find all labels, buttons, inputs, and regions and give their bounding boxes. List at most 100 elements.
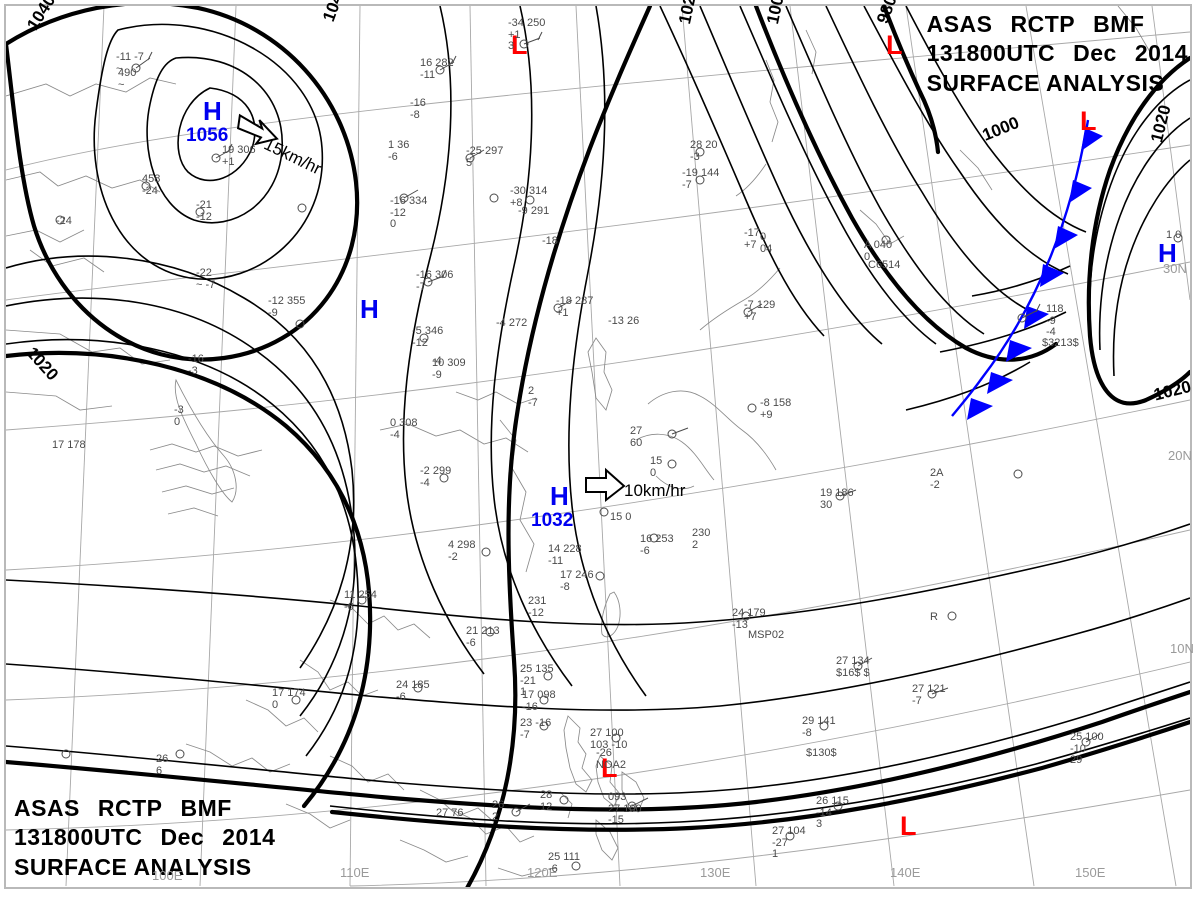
station-plot-row: -3 (690, 150, 700, 163)
station-plot-row: 6 (156, 764, 163, 777)
station-plot: -11 -7 ~ (116, 51, 144, 75)
station-plot-row: -4 272 (496, 317, 528, 329)
station-plot: 15 0 (610, 511, 632, 524)
station-plot-row: -8 (410, 108, 420, 121)
station-plot: -22 ~ -7 (196, 267, 216, 291)
station-plot: 27 104 -27 1 (772, 825, 806, 861)
isobars-thick (6, 6, 1190, 887)
station-plot-row: 25 111 (548, 851, 581, 863)
station-plot-row: 1 (520, 686, 527, 699)
station-plot-row: -12 (390, 206, 406, 219)
station-plot: -21 -12 (196, 199, 212, 223)
station-plot-row: -5 346 (412, 325, 444, 337)
title-block-bottom: ASAS RCTP BMF 131800UTC Dec 2014 SURFACE ANA… (14, 794, 275, 882)
station-plot-row: 2 (492, 810, 499, 823)
station-plot-row: -12 (196, 210, 212, 223)
station-plot: -16 -8 (410, 97, 426, 121)
station-plot-row: 15 (650, 455, 663, 467)
station-plot-row: +9 (760, 408, 773, 421)
station-plot-row: -15 (608, 814, 624, 827)
station-plot: -3 0 (174, 404, 184, 428)
station-plot: C6514 (868, 259, 901, 272)
station-plot: 27 76 (436, 807, 464, 820)
station-plot: 1 0 (1166, 229, 1181, 242)
high-pressure-symbol: H (360, 294, 379, 324)
title-top-line3: SURFACE ANALYSIS (926, 69, 1165, 96)
station-plot-row: 26 (156, 753, 169, 765)
station-plot-row: 0 (272, 698, 279, 711)
station-plot: 26 2 (492, 799, 504, 823)
station-plot-row: +7 (744, 238, 757, 251)
station-plot-row: -6 (344, 600, 354, 613)
station-plot-row: -2 (448, 550, 458, 563)
station-plot-row: 24 179 (732, 607, 766, 619)
station-plot-row: 60 (630, 436, 643, 449)
station-plot-row: 27 76 (436, 807, 464, 819)
station-plot-row: -6 (396, 690, 406, 703)
station-plot: 27 121 -7 (912, 683, 946, 707)
station-plot-row: -6 (388, 150, 398, 163)
station-plot-row: 1 36 (388, 139, 410, 151)
station-plot-row: -25 297 (466, 145, 504, 157)
station-plot: 21 213 -6 (466, 625, 500, 649)
station-plot: 0 308 -4 (390, 417, 418, 441)
station-plot-row: -13 26 (608, 315, 640, 327)
station-plot-row: -11 (548, 554, 564, 567)
station-plot-row: -4 (390, 428, 400, 441)
station-plot-row: 2A (930, 467, 944, 479)
station-plot: 118 -9 -4 (1046, 303, 1064, 339)
station-plot-row: -18 287 (556, 295, 594, 307)
station-plot-row: -30 314 (510, 185, 548, 197)
station-plot-row: -24 (142, 184, 158, 197)
graticule-label: 10N (1170, 641, 1194, 656)
low-pressure-symbol: L (601, 753, 618, 783)
station-plot-row: NOA2 (596, 758, 626, 771)
station-plot-row: -4 (420, 476, 430, 489)
station-plot: 11 254 -6 (344, 589, 377, 613)
station-plot-row: 4 298 (448, 539, 476, 551)
station-wind-barbs (135, 31, 1101, 813)
pressure-center-value: 1032 (531, 510, 574, 531)
station-plot: 25 111 -6 (548, 851, 581, 875)
station-plot: 26 115 -14 3 (816, 795, 849, 831)
station-plot-row: ~ -7 (196, 278, 216, 291)
station-plot: -12 355 -9 (268, 295, 305, 319)
station-plot-row: 27 (630, 425, 643, 437)
station-plot-row: 29 141 (802, 715, 836, 727)
graticule-label: 110E (340, 865, 370, 880)
station-plot: -16 -3 (188, 353, 204, 377)
title-bottom-line3: SURFACE ANALYSIS (14, 853, 252, 880)
station-plot: -4 272 (496, 317, 528, 330)
station-plot-row: -11 -7 (116, 51, 144, 63)
low-pressure-symbol: L (886, 30, 903, 60)
station-plot: 2 -7 (528, 385, 538, 409)
station-plot: -9 291 (518, 205, 549, 218)
station-plot-row: 27 104 (772, 825, 806, 837)
station-plot-row: -12 (528, 606, 544, 619)
station-plot-row: 25 100 (1070, 731, 1104, 743)
station-plot-row: -26 (596, 747, 612, 759)
graticule-label: 30N (1163, 261, 1187, 276)
station-plot: 25 100 -10 29 (1070, 731, 1104, 767)
station-plot-row: -12 (412, 336, 428, 349)
station-plot-row: -2 299 (420, 465, 452, 477)
station-plot-row: 10 309 (432, 357, 466, 369)
station-plot-row: C6514 (868, 259, 901, 271)
station-plot: -5 346 -12 (412, 325, 444, 349)
station-plot-row: -7 (520, 728, 530, 741)
station-plot-row: -7 (528, 396, 538, 409)
station-plot-row: 12 (540, 800, 553, 813)
station-plot-row: ~ (118, 78, 125, 91)
graticule (6, 6, 1190, 887)
station-plot: 17 246 -8 (560, 569, 594, 593)
low-pressure-symbol: L (900, 811, 917, 841)
station-plot-row: 27 100 (590, 727, 624, 739)
station-plot-row: 15 0 (610, 511, 632, 523)
station-plot-row: +1 (508, 28, 521, 41)
station-plot-row: -10 (1070, 742, 1086, 755)
station-plot-row: MSP02 (748, 629, 785, 641)
